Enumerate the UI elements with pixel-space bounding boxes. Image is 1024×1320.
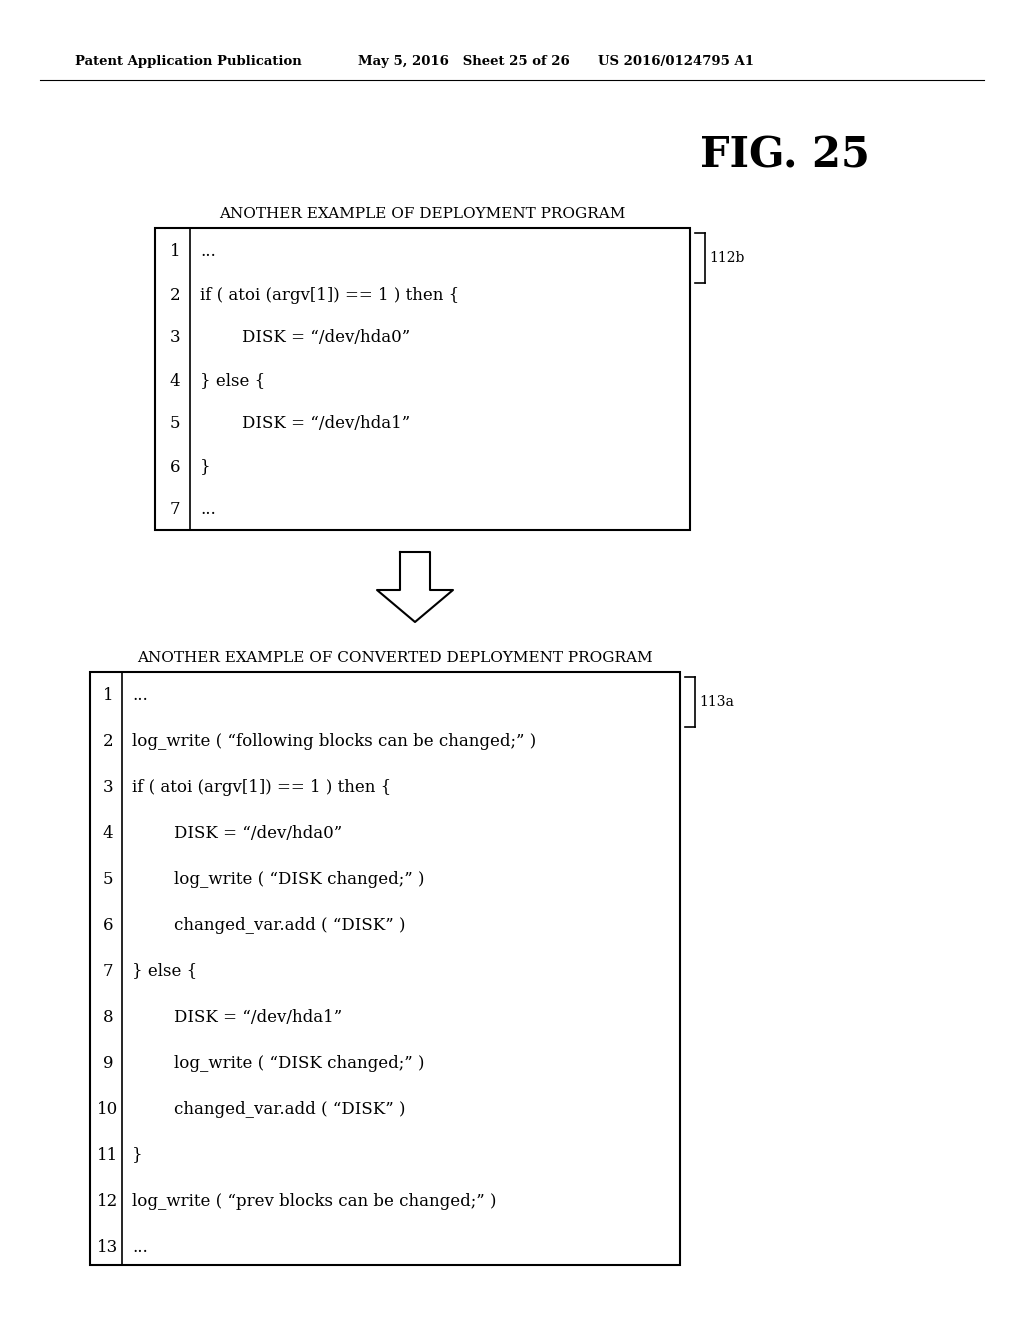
- Text: 4: 4: [102, 825, 114, 842]
- Text: 11: 11: [97, 1147, 119, 1163]
- Text: 6: 6: [102, 916, 114, 933]
- Text: 10: 10: [97, 1101, 119, 1118]
- Text: 8: 8: [102, 1008, 114, 1026]
- Text: 113a: 113a: [699, 696, 734, 709]
- Text: log_write ( “DISK changed;” ): log_write ( “DISK changed;” ): [132, 1055, 425, 1072]
- Text: ...: ...: [200, 243, 216, 260]
- Text: US 2016/0124795 A1: US 2016/0124795 A1: [598, 55, 754, 69]
- Text: 5: 5: [102, 870, 114, 887]
- Text: 9: 9: [102, 1055, 114, 1072]
- Text: 1: 1: [102, 686, 114, 704]
- Text: log_write ( “prev blocks can be changed;” ): log_write ( “prev blocks can be changed;…: [132, 1192, 497, 1209]
- Text: 7: 7: [102, 962, 114, 979]
- Text: ...: ...: [132, 1238, 147, 1255]
- Text: 3: 3: [102, 779, 114, 796]
- Text: }: }: [200, 458, 211, 475]
- Text: ANOTHER EXAMPLE OF CONVERTED DEPLOYMENT PROGRAM: ANOTHER EXAMPLE OF CONVERTED DEPLOYMENT …: [137, 651, 653, 665]
- Text: 12: 12: [97, 1192, 119, 1209]
- Text: 2: 2: [102, 733, 114, 750]
- Text: ...: ...: [200, 502, 216, 519]
- Text: if ( atoi (argv[1]) == 1 ) then {: if ( atoi (argv[1]) == 1 ) then {: [132, 779, 391, 796]
- Text: DISK = “/dev/hda0”: DISK = “/dev/hda0”: [132, 825, 342, 842]
- Text: changed_var.add ( “DISK” ): changed_var.add ( “DISK” ): [132, 1101, 406, 1118]
- Text: DISK = “/dev/hda1”: DISK = “/dev/hda1”: [132, 1008, 342, 1026]
- Text: DISK = “/dev/hda1”: DISK = “/dev/hda1”: [200, 416, 411, 433]
- Text: }: }: [132, 1147, 142, 1163]
- Text: changed_var.add ( “DISK” ): changed_var.add ( “DISK” ): [132, 916, 406, 933]
- Text: Patent Application Publication: Patent Application Publication: [75, 55, 302, 69]
- Bar: [155, 228, 690, 531]
- Text: 4: 4: [170, 372, 180, 389]
- Text: FIG. 25: FIG. 25: [700, 135, 870, 176]
- Text: May 5, 2016   Sheet 25 of 26: May 5, 2016 Sheet 25 of 26: [358, 55, 569, 69]
- Polygon shape: [377, 552, 453, 622]
- Text: 13: 13: [97, 1238, 119, 1255]
- Text: 5: 5: [170, 416, 180, 433]
- Text: DISK = “/dev/hda0”: DISK = “/dev/hda0”: [200, 330, 411, 346]
- Text: } else {: } else {: [132, 962, 198, 979]
- Text: 3: 3: [170, 330, 180, 346]
- Text: } else {: } else {: [200, 372, 265, 389]
- Text: 1: 1: [170, 243, 180, 260]
- Text: if ( atoi (argv[1]) == 1 ) then {: if ( atoi (argv[1]) == 1 ) then {: [200, 286, 459, 304]
- Text: log_write ( “DISK changed;” ): log_write ( “DISK changed;” ): [132, 870, 425, 887]
- Bar: [90, 672, 680, 1265]
- Text: 2: 2: [170, 286, 180, 304]
- Text: log_write ( “following blocks can be changed;” ): log_write ( “following blocks can be cha…: [132, 733, 537, 750]
- Text: 112b: 112b: [709, 251, 744, 265]
- Text: 7: 7: [170, 502, 180, 519]
- Text: ANOTHER EXAMPLE OF DEPLOYMENT PROGRAM: ANOTHER EXAMPLE OF DEPLOYMENT PROGRAM: [219, 207, 626, 220]
- Text: ...: ...: [132, 686, 147, 704]
- Text: 6: 6: [170, 458, 180, 475]
